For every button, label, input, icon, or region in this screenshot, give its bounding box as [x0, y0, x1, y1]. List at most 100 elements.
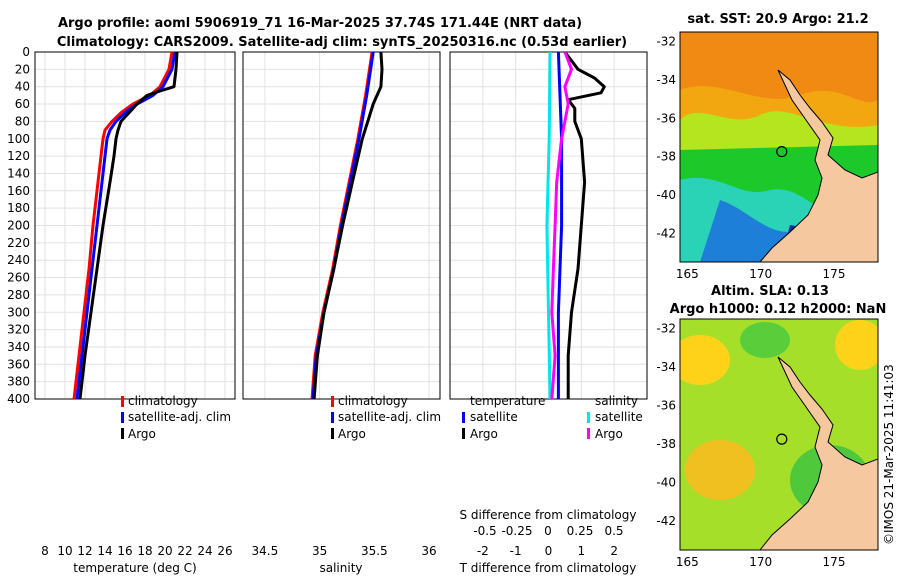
depth-tick-label: 100: [7, 132, 30, 146]
depth-tick-label: 240: [7, 253, 30, 267]
sst-hot-region: [680, 32, 878, 103]
depth-tick-label: 180: [7, 201, 30, 215]
longitude-tick-label: 165: [676, 555, 699, 569]
salinity-tick-labels: 34.5 35 35.5 36: [252, 544, 437, 558]
sla-high-3: [685, 440, 755, 500]
difference-panel: -2 -1 0 1 2 -0.5 -0.25 0 0.25 0.5 S difference f…: [449, 51, 648, 575]
salinity-xlabel: salinity: [319, 561, 362, 575]
legend-label-tsat: satellite: [470, 410, 518, 424]
x-tick-label: 35: [312, 544, 327, 558]
series-line-climatology: [72, 51, 174, 400]
salinity-axes-box: [242, 51, 441, 400]
imos-credit: ©IMOS 21-Mar-2025 11:41:03: [882, 364, 896, 545]
legend-swatch-ssat: [587, 412, 590, 423]
legend-label-targo: Argo: [470, 427, 498, 441]
t-difference-xlabel: T difference from climatology: [459, 561, 637, 575]
longitude-tick-label: 170: [749, 555, 772, 569]
sla-map-title-1: Altim. SLA: 0.13: [711, 284, 829, 299]
x-tick-label: 36: [421, 544, 436, 558]
depth-tick-label: 380: [7, 375, 30, 389]
depth-tick-label: 340: [7, 340, 30, 354]
t-difference-tick-labels: -2 -1 0 1 2: [477, 544, 618, 558]
longitude-tick-label: 165: [676, 267, 699, 281]
legend-label-argo: Argo: [338, 427, 366, 441]
latitude-tick-label: -36: [656, 111, 676, 125]
legend-label-ssat: satellite: [595, 410, 643, 424]
legend-swatch-tsat: [462, 412, 465, 423]
depth-tick-label: 200: [7, 219, 30, 233]
legend-label-sargo: Argo: [595, 427, 623, 441]
s-difference-tick-labels: -0.5 -0.25 0 0.25 0.5: [473, 524, 623, 538]
latitude-tick-label: -38: [656, 150, 676, 164]
legend-swatch-climatology: [121, 396, 124, 407]
depth-tick-label: 280: [7, 288, 30, 302]
depth-tick-label: 320: [7, 323, 30, 337]
series-line-argo: [78, 51, 179, 400]
sla-map: 165 170 175 -32 -34 -36 -38 -40 -42: [656, 318, 879, 569]
legend-swatch-sargo: [587, 428, 590, 439]
latitude-tick-label: -40: [656, 476, 676, 490]
depth-tick-label: 0: [22, 45, 30, 59]
s-diff-tick-label: -0.5: [473, 524, 496, 538]
x-tick-label: 24: [197, 544, 212, 558]
temperature-panel: 0 20 40 60 80 100 120 140 160 180 200 220 240 260 280 3…: [7, 45, 236, 575]
x-tick-label: 16: [117, 544, 132, 558]
latitude-tick-label: -42: [656, 226, 676, 240]
latitude-tick-label: -32: [656, 35, 676, 49]
s-difference-label: S difference from climatology: [460, 508, 637, 522]
latitude-tick-label: -40: [656, 188, 676, 202]
sst-float-marker: [776, 146, 788, 158]
sla-map-frame: [679, 318, 879, 551]
title-line-2: Climatology: CARS2009. Satellite-adj cli…: [57, 35, 627, 50]
sst-latitude-labels: -32 -34 -36 -38 -40 -42: [656, 35, 676, 241]
x-tick-label: 20: [157, 544, 172, 558]
sla-map-title-2: Argo h1000: 0.12 h2000: NaN: [670, 302, 887, 317]
series-line-argo: [312, 51, 384, 400]
difference-axes-box: [449, 51, 648, 400]
latitude-tick-label: -34: [656, 360, 676, 374]
depth-tick-label: 80: [15, 114, 30, 128]
series-line-temperature-argo: [563, 51, 606, 399]
depth-tick-label: 300: [7, 305, 30, 319]
temperature-grid: [35, 51, 235, 400]
depth-tick-label: 360: [7, 357, 30, 371]
x-tick-label: 1: [578, 544, 586, 558]
depth-tick-label: 160: [7, 184, 30, 198]
sst-map: 165 170 175 -32 -34 -36 -38 -40 -42: [656, 31, 879, 281]
series-line-temperature-satellite: [556, 51, 564, 399]
legend-label-satellite: satellite-adj. clim: [338, 410, 441, 424]
sst-longitude-labels: 165 170 175: [676, 267, 846, 281]
x-tick-label: -2: [477, 544, 489, 558]
x-tick-label: 34.5: [252, 544, 279, 558]
tdiff-legend: temperature satellite Argo: [462, 394, 545, 441]
depth-tick-label: 140: [7, 166, 30, 180]
legend-heading-temperature: temperature: [470, 394, 545, 408]
latitude-tick-label: -34: [656, 73, 676, 87]
legend-swatch-argo: [121, 428, 124, 439]
legend-swatch-satellite: [121, 412, 124, 423]
x-tick-label: 14: [97, 544, 112, 558]
depth-tick-label: 120: [7, 149, 30, 163]
sla-longitude-labels: 165 170 175: [676, 555, 846, 569]
sla-low-1: [740, 322, 790, 358]
longitude-tick-label: 170: [749, 267, 772, 281]
temperature-tick-labels: 8 10 12 14 16 18 20 22 24 26: [41, 544, 232, 558]
s-diff-tick-label: -0.25: [501, 524, 532, 538]
legend-label-climatology: climatology: [128, 394, 198, 408]
x-tick-label: 26: [217, 544, 232, 558]
x-tick-label: 2: [610, 544, 618, 558]
sla-high-2: [835, 320, 878, 370]
latitude-tick-label: -32: [656, 322, 676, 336]
x-tick-label: 10: [57, 544, 72, 558]
latitude-tick-label: -36: [656, 399, 676, 413]
x-tick-label: 0: [545, 544, 553, 558]
sdiff-legend: salinity satellite Argo: [587, 394, 643, 441]
salinity-legend: climatology satellite-adj. clim Argo: [331, 394, 441, 441]
sst-map-title: sat. SST: 20.9 Argo: 21.2: [687, 12, 868, 27]
x-tick-label: -1: [510, 544, 522, 558]
sst-land: [759, 69, 878, 262]
depth-tick-label: 400: [7, 392, 30, 406]
series-line-salinity-argo: [550, 51, 573, 400]
legend-swatch-climatology: [331, 396, 334, 407]
x-tick-label: 35.5: [361, 544, 388, 558]
